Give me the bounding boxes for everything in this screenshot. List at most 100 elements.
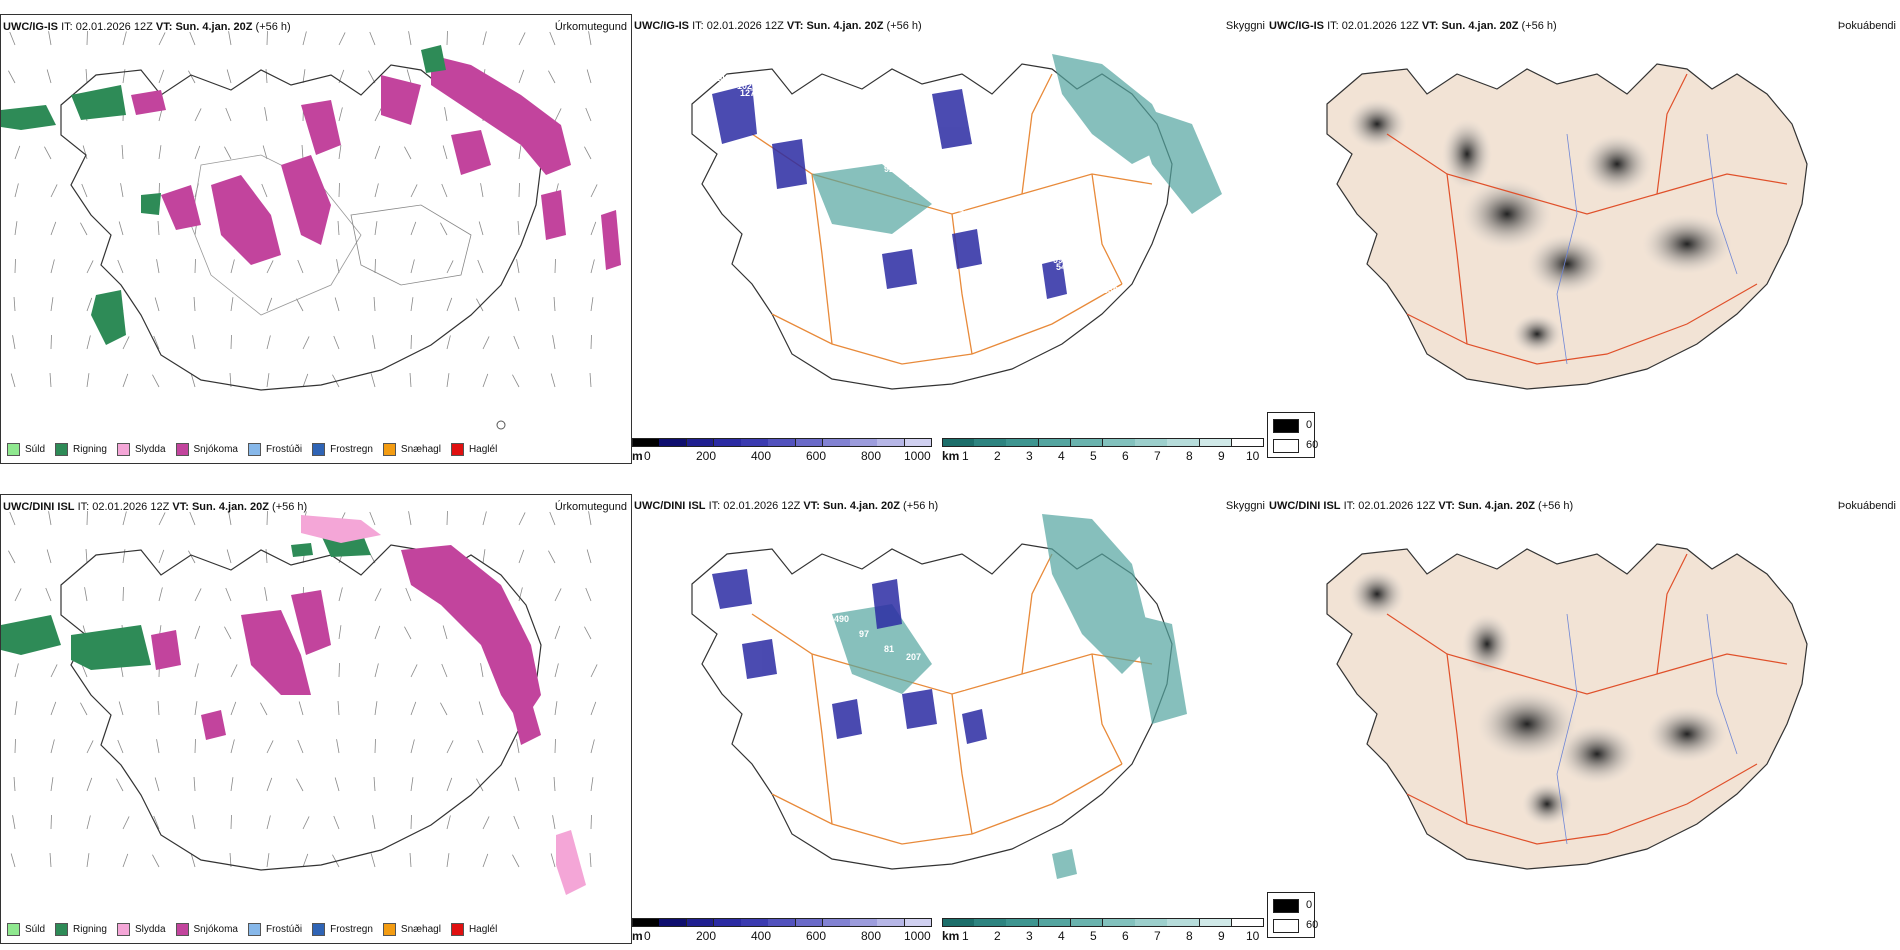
colorbar-tick: 1000 [904,449,931,463]
snow-areas [151,545,541,745]
colorbar-tick: 6 [1122,449,1129,463]
wind-barb [116,778,124,792]
wind-barb [86,335,91,350]
wind-barb [410,184,418,198]
colorbar-segment [1038,918,1072,927]
roads [751,553,1153,845]
wind-barb [45,587,52,602]
field-name-cloud: Skyggni [1225,20,1265,32]
colorbar-unit: km [942,449,960,463]
wind-barb [230,701,237,716]
wind-barb [590,221,597,236]
wind-barb [225,587,232,602]
wind-barb [369,511,376,526]
ceiling-value-label: 72 [712,546,722,556]
fog-areas [1349,569,1727,826]
wind-barb [48,31,52,46]
wind-barb [374,183,379,198]
wind-barb [158,587,163,602]
snow-areas [131,55,621,270]
wind-barb [194,588,202,602]
wind-barb [410,297,414,312]
wind-barb [374,108,382,122]
colorbar-segment [942,438,975,447]
wind-barb [86,777,93,792]
wind-barb [368,70,376,84]
wind-barb [50,184,58,198]
wind-barb [261,183,268,198]
colorbar-segment [659,438,688,447]
ceiling-value-label: 102 [737,81,752,91]
wind-barb [301,145,304,160]
legend-item: Súld [7,923,45,936]
colorbar-segment [741,918,769,927]
wind-barb [548,70,556,84]
wind-barb [50,297,54,312]
wind-barb [518,587,523,602]
legend-swatch [55,443,69,456]
colorbar-segment [795,918,824,927]
colorbar-segment [1006,918,1040,927]
wind-barb [586,549,592,564]
wind-barb [333,335,340,350]
colorbar-tick: 4 [1058,929,1065,943]
wind-barb [121,145,124,160]
wind-barb [296,298,304,312]
wind-barb [590,297,594,312]
wind-barb [86,297,93,312]
rain-areas [1,45,446,345]
wind-barb [266,815,271,830]
colorbar-segment [1135,918,1168,927]
fog-legend-label: 60 [1306,919,1319,931]
cloud-visibility-panel-row2: UWC/DINI ISL IT: 02.01.2026 12Z VT: Sun.… [632,494,1267,944]
wind-barb [10,853,16,868]
wind-barb [46,549,52,564]
wind-barb [374,588,382,602]
colorbar-tick: 400 [751,449,772,463]
ceiling-value-label: 371 [934,194,949,204]
wind-barb [446,777,453,792]
wind-barb [482,549,486,564]
wind-barb [476,778,484,792]
wind-barb [157,701,160,716]
ceiling-value-label: 12 [1078,750,1088,760]
precip-map [1,510,598,895]
wind-barb [590,701,597,716]
legend-item: Haglél [450,923,497,936]
wind-barb [158,145,162,160]
ceiling-value-label: 20 [862,156,872,166]
wind-barb [482,511,487,526]
wind-barb [189,511,196,526]
wind-barb [372,815,376,830]
ceiling-value-label: 29 [762,96,772,106]
wind-barb [224,626,232,640]
wind-barb [554,663,559,678]
colorbar-unit: m [632,929,643,943]
precip-map [1,30,621,430]
ceiling-value-label: 410 [859,149,874,159]
iceland-outline [60,64,542,391]
ceiling-value-label: 15 [956,202,966,212]
legend-item: Frostúði [247,923,302,936]
wind-barb [265,549,268,564]
ceiling-value-label: 64 [1150,308,1160,318]
wind-barb [516,259,520,274]
fog-map [1326,63,1808,390]
wind-barb [82,145,88,160]
wind-barb [302,69,306,84]
roads [1386,553,1788,845]
wind-barb [260,702,268,716]
wind-barb [374,663,379,678]
wind-barb [14,221,18,236]
wind-barb [158,549,165,564]
ceiling-value-label: 83 [809,599,819,609]
ceiling-areas [712,569,987,744]
colorbar-tick: 800 [861,449,882,463]
legend-item: Snjókoma [175,923,238,936]
wind-barb [85,69,88,84]
wind-barb [584,146,592,160]
ceiling-value-label: 97 [981,217,991,227]
ceiling-value-label: 87 [834,134,844,144]
legend-swatch [175,443,189,456]
wind-barb [10,373,16,388]
